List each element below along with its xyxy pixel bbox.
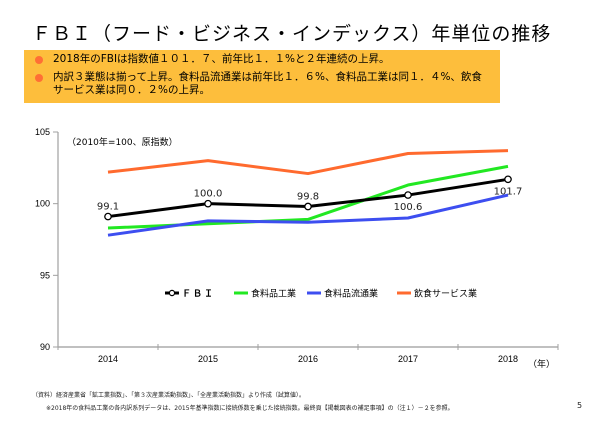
- y-tick-label: 100: [35, 199, 50, 209]
- footnote: ※2018年の食料品工業の各内訳系列データは、2015年基準指数に接続係数を乗じ…: [46, 405, 454, 412]
- series-line-3: [107, 149, 509, 176]
- summary-bullet-2-line-2: サービス業は同０．２%の上昇。: [53, 84, 210, 96]
- source-note: （資料）経済産業省「鉱工業指数」、「第３次産業活動指数」、「全産業活動指数」より…: [32, 392, 305, 399]
- data-point-marker: [304, 202, 312, 211]
- data-label: 99.1: [97, 202, 119, 213]
- x-tick-label: 2017: [398, 354, 418, 364]
- legend-label: 食料品流通業: [324, 288, 378, 300]
- data-label: 99.8: [297, 192, 319, 203]
- y-tick-label: 95: [40, 270, 50, 280]
- legend-marker: [168, 289, 176, 297]
- summary-bullet-1: 2018年のFBIは指数値１０１．７、前年比１．１%と２年連続の上昇。: [53, 53, 390, 65]
- data-label: 101.7: [494, 186, 523, 197]
- legend-label: 食料品工業: [251, 288, 296, 300]
- y-tick-label: 105: [35, 127, 50, 137]
- y-tick-label: 90: [40, 342, 50, 352]
- x-tick-label: 2018: [498, 354, 518, 364]
- data-point-marker: [104, 212, 112, 221]
- series-lines: [104, 149, 512, 237]
- bullet-icon: [35, 74, 43, 82]
- page-title: ＦＢＩ（フード・ビジネス・インデックス）年単位の推移: [32, 23, 552, 45]
- bullet-icon: [35, 56, 43, 64]
- data-label: 100.6: [394, 202, 423, 213]
- legend-label: 飲食サービス業: [414, 288, 477, 300]
- data-point-marker: [404, 191, 412, 199]
- data-labels: 99.1 100.0 99.8 100.6 101.7: [97, 186, 522, 213]
- x-tick-label: 2015: [198, 354, 218, 364]
- axes: 90 95 100 105 2014 2015 2016 2017 2018: [35, 127, 559, 364]
- legend: ＦＢＩ 食料品工業 食料品流通業 飲食サービス業: [165, 288, 477, 300]
- line-chart: 90 95 100 105 2014 2015 2016 2017 2018 99.1 100.0…: [35, 127, 559, 370]
- x-tick-label: 2016: [298, 354, 318, 364]
- x-axis-unit-label: （年）: [528, 358, 555, 370]
- legend-label: ＦＢＩ: [182, 289, 215, 300]
- data-point-marker: [504, 175, 512, 184]
- page-number: 5: [577, 401, 583, 410]
- x-tick-label: 2014: [98, 354, 118, 364]
- chart-note: （2010年=100、原指数）: [67, 136, 178, 148]
- data-label: 100.0: [194, 189, 223, 200]
- summary-box: 2018年のFBIは指数値１０１．７、前年比１．１%と２年連続の上昇。 内訳３業…: [24, 50, 500, 103]
- summary-bullet-2-line-1: 内訳３業態は揃って上昇。食料品流通業は前年比１．６%、食料品工業は同１．４%、飲…: [53, 71, 482, 83]
- data-point-marker: [204, 199, 212, 208]
- series-line-2: [107, 193, 509, 237]
